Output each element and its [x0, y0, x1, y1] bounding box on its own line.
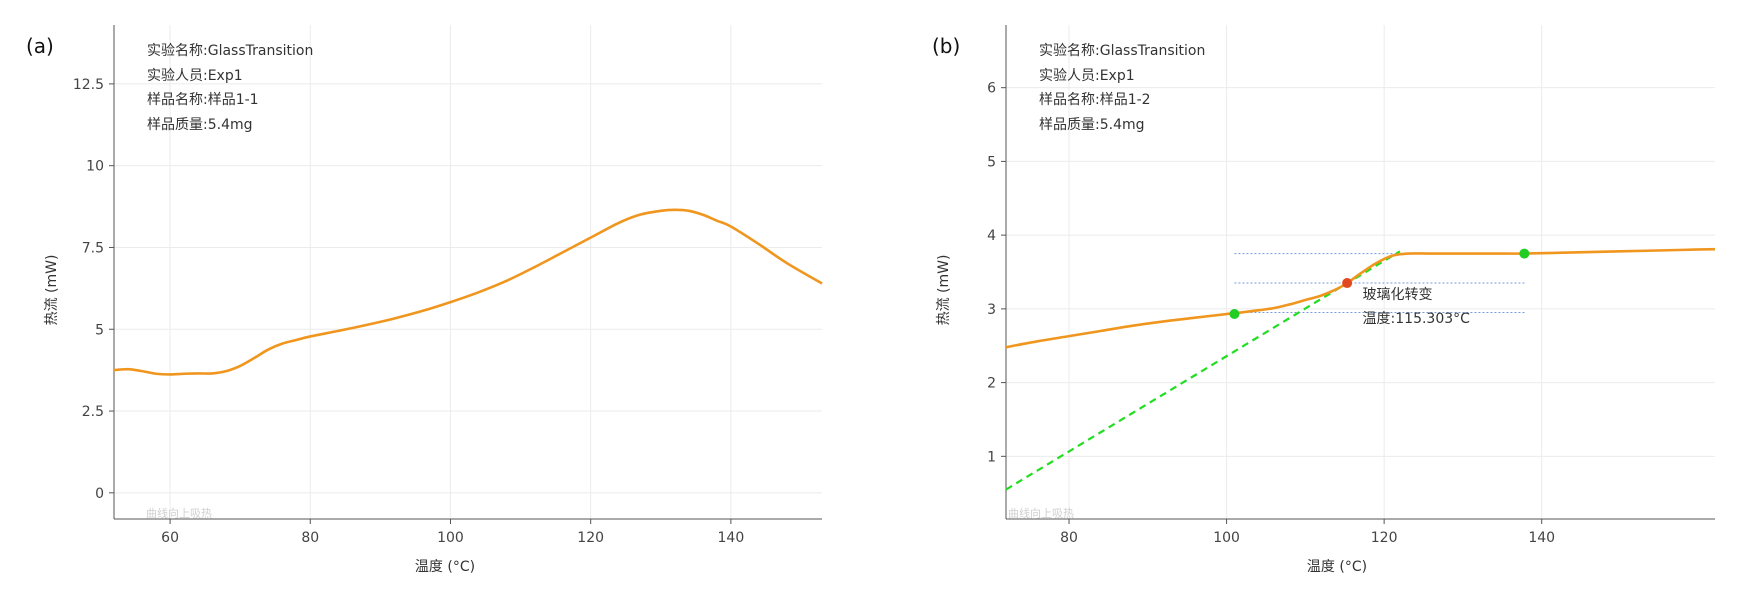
- panel-b-markers: [1229, 248, 1530, 320]
- panel-b-tangent: [1005, 250, 1401, 491]
- panel-a-info-operator: 实验人员:Exp1: [147, 68, 243, 84]
- panel-b-y-tick-label: 6: [987, 81, 996, 97]
- panel-b-y-tick-label: 1: [987, 449, 996, 465]
- panel-b-label: (b): [932, 34, 960, 58]
- panel-a: (a) 60 80 100 120 140 0 2.5 5 7.5 10 12.5 实验名称:Gl…: [26, 25, 823, 575]
- panel-b-grid: [1006, 25, 1715, 519]
- panel-a-y-tick-label: 12.5: [73, 77, 104, 93]
- panel-a-label: (a): [26, 34, 54, 58]
- panel-a-x-tick-label: 100: [437, 530, 464, 546]
- panel-a-watermark: 曲线向上吸热: [146, 506, 212, 520]
- panel-a-y-tick-label: 0: [95, 486, 104, 502]
- panel-b-x-tick-label: 100: [1213, 530, 1240, 546]
- panel-b-info-sample: 样品名称:样品1-2: [1039, 92, 1151, 108]
- panel-a-grid: [114, 25, 822, 519]
- panel-a-series: [113, 208, 823, 376]
- panel-a-y-tick-label: 5: [95, 322, 104, 338]
- panel-a-axes: [113, 25, 822, 520]
- panel-b-info-block: 实验名称:GlassTransition 实验人员:Exp1 样品名称:样品1-…: [1039, 43, 1205, 133]
- panel-b-x-axis-title: 温度 (°C): [1307, 559, 1367, 575]
- panel-a-x-tick-label: 80: [301, 530, 319, 546]
- panel-a-info-block: 实验名称:GlassTransition 实验人员:Exp1 样品名称:样品1-…: [147, 43, 313, 133]
- panel-a-y-ticks: 0 2.5 5 7.5 10 12.5: [73, 77, 114, 502]
- panel-b-axes: [1005, 25, 1715, 520]
- panel-b-reference-lines: [1234, 253, 1526, 314]
- panel-b-marker-onset-point: [1229, 309, 1240, 320]
- panel-a-series-line-heat-flow: [113, 208, 823, 376]
- panel-b-y-tick-label: 3: [987, 302, 996, 318]
- panel-a-x-ticks: 60 80 100 120 140: [161, 519, 744, 546]
- panel-a-x-tick-label: 140: [718, 530, 745, 546]
- panel-b-x-tick-label: 140: [1528, 530, 1555, 546]
- panel-a-y-tick-label: 2.5: [82, 404, 104, 420]
- panel-a-y-tick-label: 7.5: [82, 240, 104, 256]
- panel-b-series: [1005, 247, 1716, 349]
- panel-a-info-sample: 样品名称:样品1-1: [147, 92, 259, 108]
- panel-b: (b) 80 100 120 140 1 2 3 4 5 6 实验名称:GlassTransit…: [932, 25, 1716, 575]
- panel-a-y-axis-title: 热流 (mW): [44, 255, 60, 326]
- panel-a-x-tick-label: 120: [577, 530, 604, 546]
- panel-b-y-tick-label: 4: [987, 228, 996, 244]
- panel-b-watermark: 曲线向上吸热: [1008, 506, 1074, 520]
- panel-b-x-tick-label: 80: [1060, 530, 1078, 546]
- panel-b-tangent-line: [1005, 250, 1401, 491]
- panel-b-annotation: 玻璃化转变 温度:115.303°C: [1363, 286, 1471, 327]
- annotation-value: 温度:115.303°C: [1363, 311, 1471, 327]
- panel-b-y-ticks: 1 2 3 4 5 6: [987, 81, 1006, 465]
- panel-a-x-axis-title: 温度 (°C): [415, 559, 475, 575]
- panel-a-info-experiment: 实验名称:GlassTransition: [147, 43, 313, 59]
- panel-b-info-experiment: 实验名称:GlassTransition: [1039, 43, 1205, 59]
- panel-b-x-ticks: 80 100 120 140: [1060, 519, 1555, 546]
- panel-b-y-tick-label: 2: [987, 376, 996, 392]
- panel-b-series-line-heat-flow: [1005, 247, 1716, 349]
- panel-b-x-tick-label: 120: [1371, 530, 1398, 546]
- panel-a-info-mass: 样品质量:5.4mg: [147, 117, 253, 133]
- panel-b-marker-midpoint: [1342, 278, 1353, 289]
- panel-a-x-tick-label: 60: [161, 530, 179, 546]
- annotation-title: 玻璃化转变: [1363, 286, 1433, 303]
- panel-b-marker-endset-point: [1519, 248, 1530, 259]
- panel-b-y-axis-title: 热流 (mW): [936, 255, 952, 326]
- panel-b-info-operator: 实验人员:Exp1: [1039, 68, 1135, 84]
- panel-b-info-mass: 样品质量:5.4mg: [1039, 117, 1145, 133]
- panel-a-y-tick-label: 10: [86, 159, 104, 175]
- panel-b-y-tick-label: 5: [987, 154, 996, 170]
